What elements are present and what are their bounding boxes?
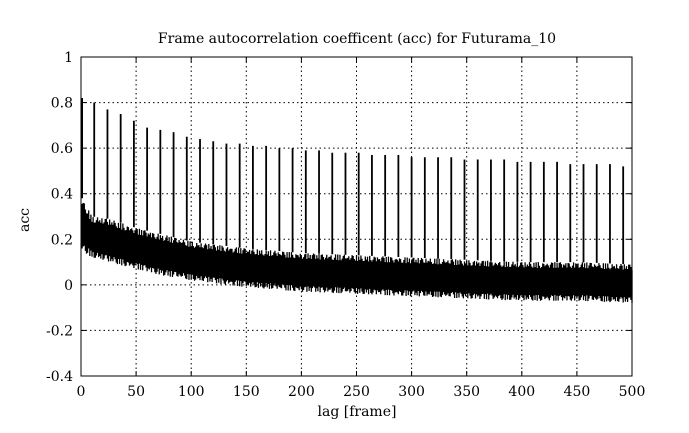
y-tick-label: 0 [64,278,73,294]
x-tick-label: 450 [564,384,591,400]
x-axis-label: lag [frame] [318,404,397,420]
x-tick-label: 150 [233,384,260,400]
y-tick-label: 1 [64,50,73,66]
x-tick-label: 500 [619,384,646,400]
y-tick-label: 0.6 [51,141,73,157]
x-tick-label: 350 [453,384,480,400]
x-tick-label: 300 [398,384,425,400]
y-tick-label: -0.2 [46,323,73,339]
chart-title: Frame autocorrelation coefficent (acc) f… [158,31,556,47]
y-axis-label: acc [17,208,33,232]
grid-lines [81,57,632,376]
y-tick-label: 0.2 [51,232,73,248]
x-tick-labels: 0 50 100 150 200 250 300 350 400 450 500 [77,384,646,400]
y-tick-label: -0.4 [46,369,73,385]
y-tick-labels: -0.4 -0.2 0 0.2 0.4 0.6 0.8 1 [46,50,73,385]
series-band-core [82,208,633,296]
x-tick-label: 400 [508,384,535,400]
series-acc [81,98,633,304]
x-tick-label: 50 [127,384,145,400]
x-tick-label: 100 [178,384,205,400]
y-tick-label: 0.8 [51,96,73,112]
x-tick-label: 0 [77,384,86,400]
x-tick-label: 200 [288,384,315,400]
y-tick-label: 0.4 [51,187,73,203]
x-tick-label: 250 [343,384,370,400]
axis-ticks [80,56,633,377]
